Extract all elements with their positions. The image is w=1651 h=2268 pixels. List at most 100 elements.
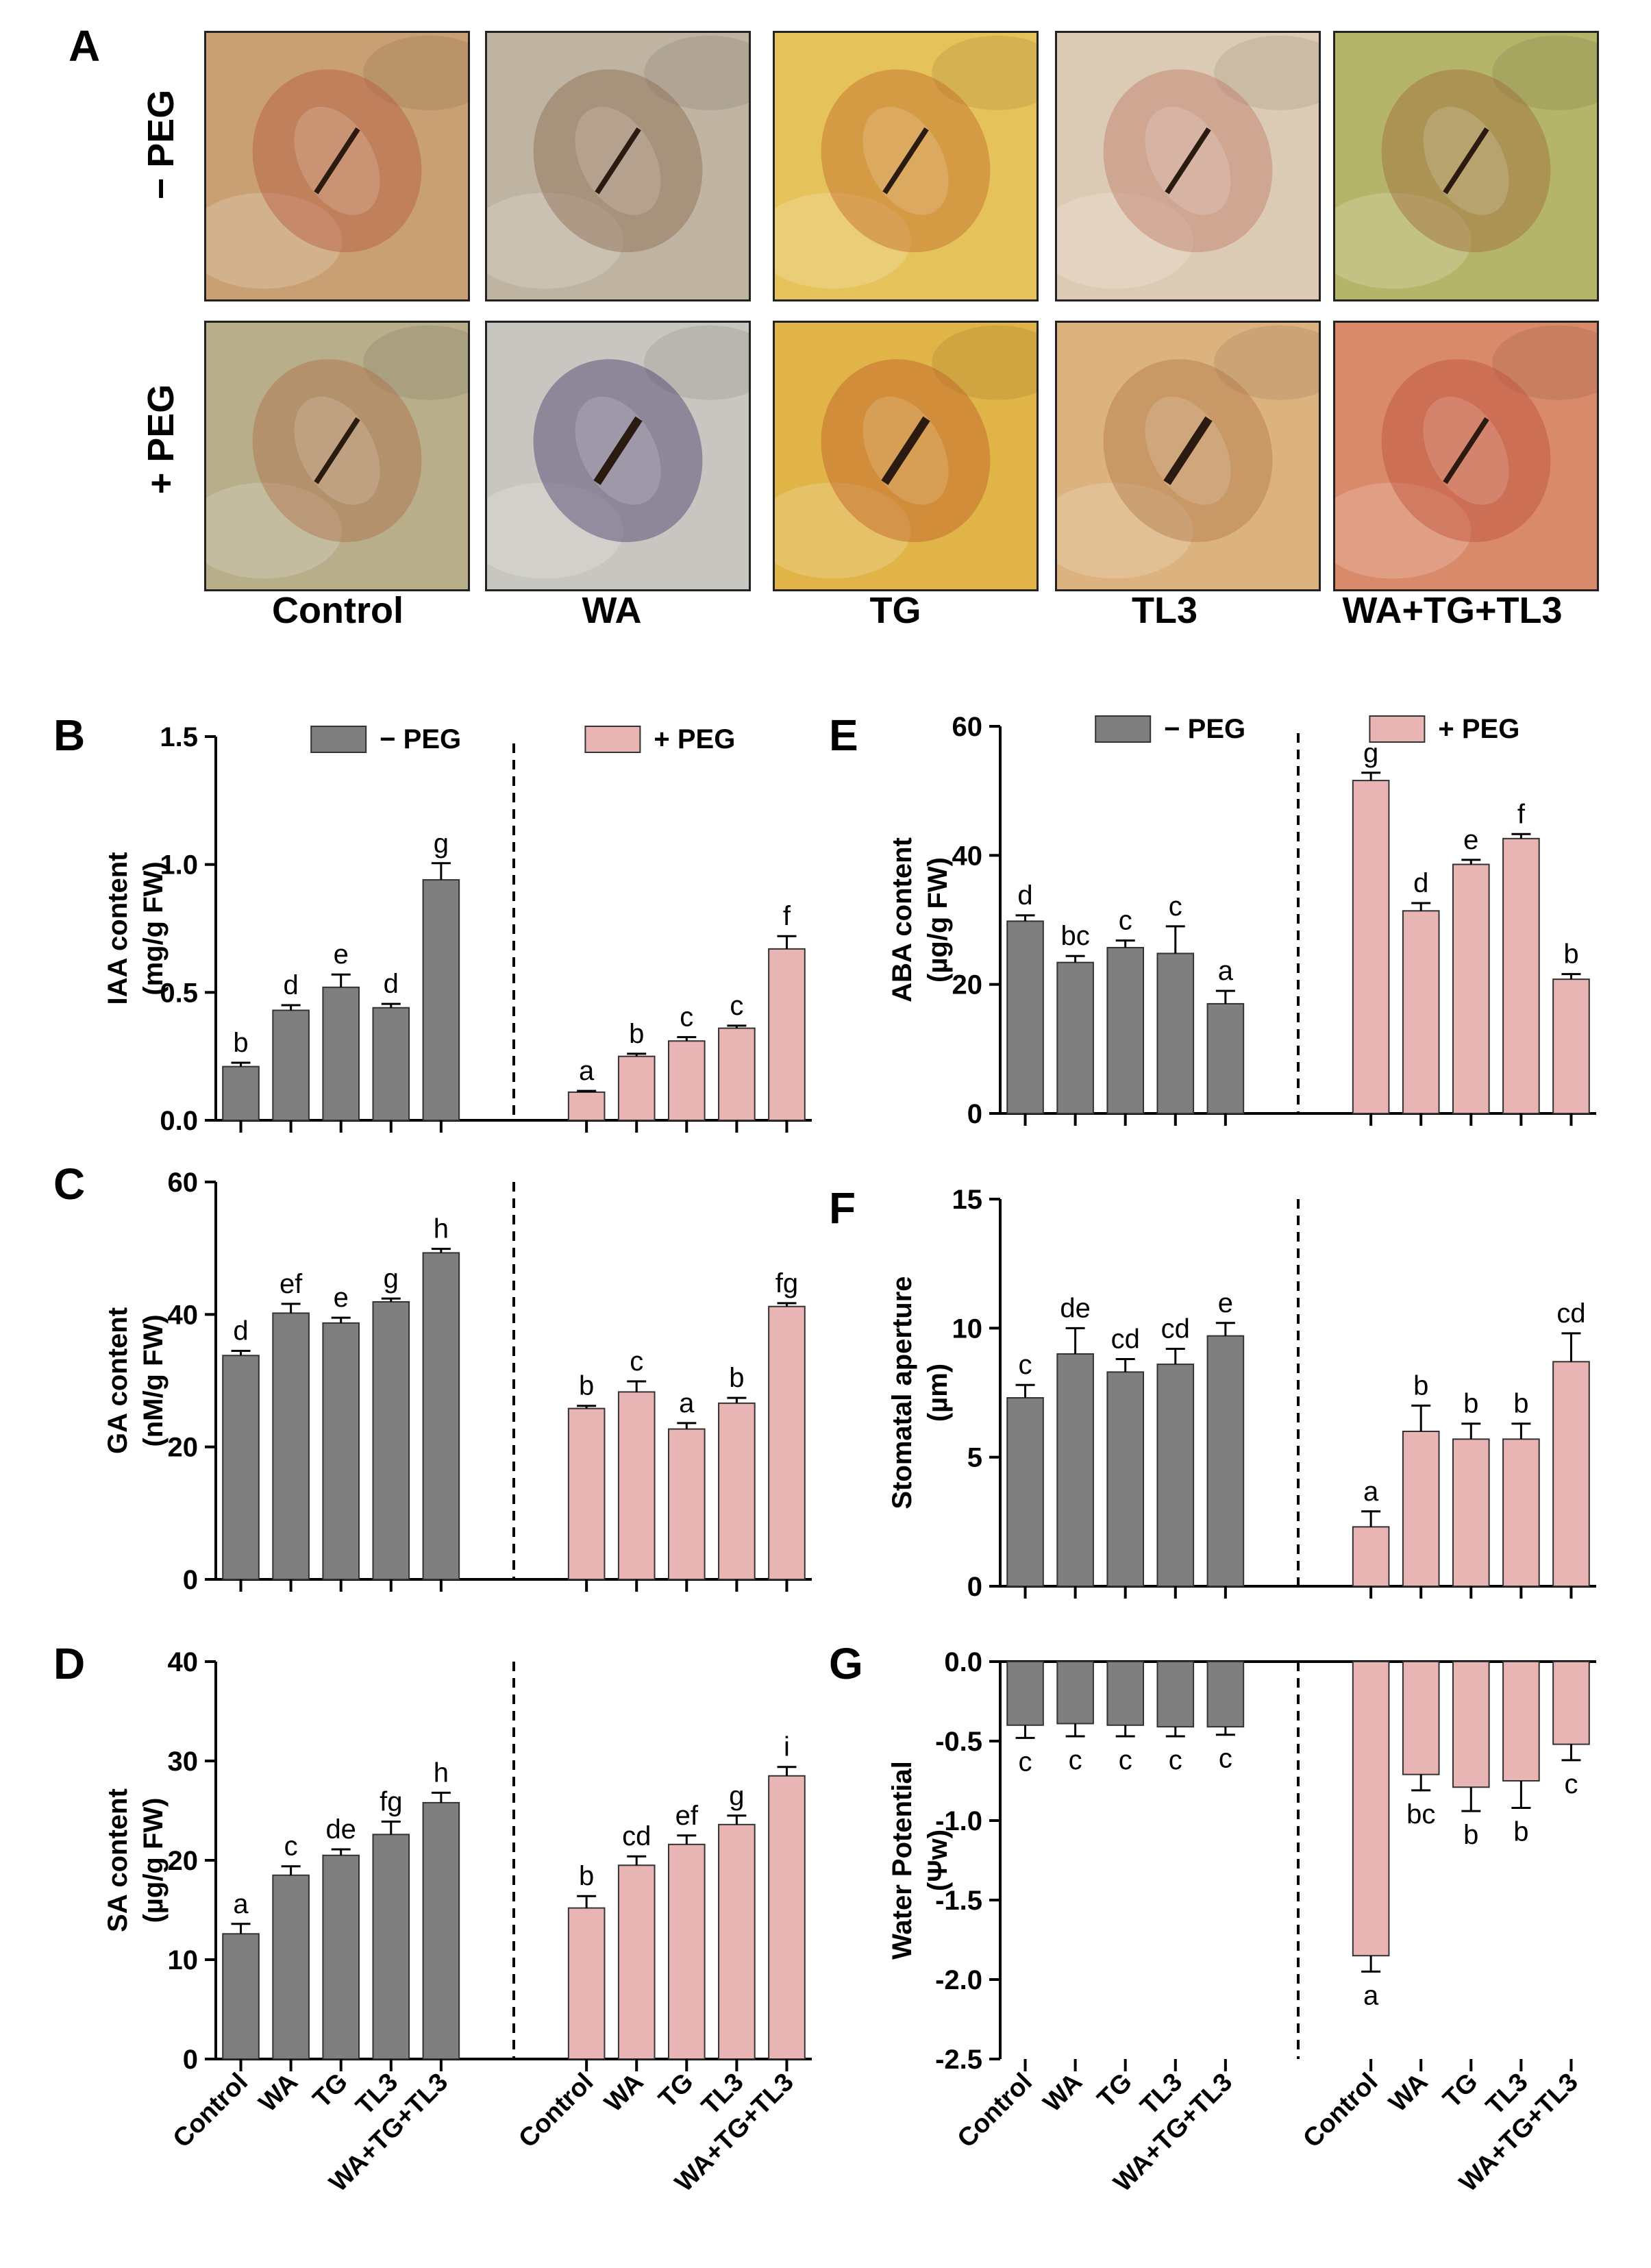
- micrograph-minus-peg-wa: [485, 31, 751, 301]
- panel-letter-e: E: [829, 711, 858, 760]
- y-tick-label-d-2: 20: [168, 1846, 199, 1876]
- y-axis-label-c-1: (nM/g FW): [138, 1314, 169, 1446]
- bar-g-minus-0: [1006, 1661, 1044, 1726]
- bar-c-minus-4: [422, 1252, 460, 1581]
- column-label-wa: WA: [582, 590, 642, 631]
- sig-letter-g-0-4: c: [1219, 1744, 1232, 1774]
- bar-c-plus-4: [768, 1305, 806, 1580]
- bar-b-minus-4: [422, 879, 460, 1121]
- bar-d-plus-1: [617, 1864, 656, 2060]
- sig-letter-c-0-0: d: [233, 1316, 248, 1346]
- sig-letter-d-1-4: i: [784, 1732, 790, 1762]
- bar-e-minus-4: [1206, 1002, 1245, 1114]
- bar-c-plus-1: [617, 1391, 656, 1581]
- sig-letter-f-0-2: cd: [1111, 1324, 1140, 1355]
- sig-letter-d-1-3: g: [729, 1781, 744, 1811]
- bar-c-minus-3: [372, 1301, 410, 1580]
- micrograph-plus-peg-wa: [485, 321, 751, 591]
- bar-c-minus-1: [272, 1312, 310, 1581]
- y-tick-label-e-3: 60: [952, 712, 983, 742]
- sig-letter-f-1-3: b: [1513, 1389, 1528, 1419]
- column-label-control: Control: [272, 590, 404, 631]
- bar-f-plus-3: [1502, 1438, 1540, 1588]
- bar-e-plus-0: [1352, 780, 1390, 1114]
- sig-letter-c-1-2: a: [679, 1388, 695, 1418]
- legend-label-plus-peg: + PEG: [654, 724, 735, 754]
- y-tick-label-e-0: 0: [967, 1099, 982, 1129]
- legend-swatch-plus-peg: [584, 726, 641, 753]
- micrograph-minus-peg-tg: [773, 31, 1039, 301]
- sig-letter-f-0-4: e: [1218, 1288, 1233, 1318]
- sig-letter-e-1-2: e: [1463, 825, 1478, 855]
- bar-e-plus-3: [1502, 837, 1540, 1114]
- bar-e-minus-0: [1006, 920, 1044, 1114]
- x-label-g-1-2: TG: [1438, 2068, 1484, 2114]
- stomata-illustration: [487, 323, 749, 589]
- stomata-illustration: [206, 33, 468, 299]
- panel-letter-g: G: [829, 1639, 863, 1688]
- x-label-d-0-2: TG: [308, 2068, 353, 2114]
- stomata-illustration: [775, 33, 1036, 299]
- bar-b-plus-3: [718, 1027, 756, 1121]
- y-tick-label-d-3: 30: [168, 1747, 199, 1777]
- y-tick-label-d-4: 40: [168, 1647, 199, 1677]
- sig-letter-c-1-4: fg: [775, 1268, 798, 1298]
- sig-letter-b-0-3: d: [384, 969, 399, 999]
- y-tick-label-c-0: 0: [183, 1565, 198, 1595]
- bar-c-minus-2: [322, 1322, 360, 1581]
- legend-swatch-minus-peg: [310, 726, 367, 753]
- y-tick-label-b-3: 1.5: [160, 722, 198, 752]
- sig-letter-d-1-2: ef: [675, 1801, 699, 1831]
- x-label-g-1-0: Control: [1298, 2068, 1383, 2154]
- y-tick-label-d-0: 0: [183, 2045, 198, 2075]
- y-tick-label-f-3: 15: [952, 1185, 983, 1215]
- bar-e-minus-3: [1156, 952, 1195, 1115]
- bar-g-plus-2: [1452, 1661, 1490, 1788]
- y-tick-label-c-2: 40: [168, 1300, 199, 1330]
- legend-label-minus-peg: − PEG: [1164, 714, 1245, 744]
- y-tick-label-g-3: -1.0: [935, 1806, 982, 1836]
- y-axis-label-d-0: SA content: [103, 1788, 133, 1932]
- panel-letter-b: B: [53, 711, 85, 760]
- bar-e-minus-2: [1106, 946, 1145, 1115]
- bar-e-plus-4: [1552, 978, 1590, 1114]
- sig-letter-e-0-1: bc: [1060, 921, 1089, 951]
- panel-letter-a: A: [69, 21, 101, 71]
- sig-letter-d-0-1: c: [284, 1832, 298, 1862]
- legend-swatch-minus-peg: [1095, 715, 1152, 743]
- sig-letter-e-1-4: b: [1563, 939, 1578, 970]
- y-axis-label-e-0: ABA content: [887, 837, 917, 1002]
- bar-g-plus-0: [1352, 1661, 1390, 1957]
- bar-d-minus-1: [272, 1874, 310, 2060]
- y-tick-label-d-1: 10: [168, 1945, 199, 1975]
- y-tick-label-f-0: 0: [967, 1572, 982, 1602]
- y-tick-label-g-5: 0.0: [944, 1647, 982, 1677]
- sig-letter-e-1-3: f: [1517, 799, 1526, 829]
- sig-letter-e-0-4: a: [1218, 956, 1234, 986]
- x-label-g-0-1: WA: [1038, 2068, 1088, 2118]
- sig-letter-b-0-2: e: [334, 939, 349, 970]
- sig-letter-f-1-1: b: [1413, 1370, 1428, 1401]
- bar-d-plus-3: [718, 1823, 756, 2060]
- panel-letter-c: C: [53, 1159, 85, 1209]
- y-tick-label-b-0: 0.0: [160, 1106, 198, 1136]
- bar-f-minus-1: [1056, 1353, 1094, 1587]
- sig-letter-c-0-3: g: [384, 1264, 399, 1294]
- x-label-d-1-2: TG: [654, 2068, 699, 2114]
- sig-letter-c-0-2: e: [334, 1283, 349, 1313]
- bar-g-minus-3: [1156, 1661, 1195, 1728]
- sig-letter-g-0-1: c: [1069, 1745, 1082, 1775]
- sig-letter-e-1-0: g: [1363, 738, 1378, 768]
- bar-e-plus-1: [1402, 910, 1440, 1114]
- sig-letter-f-1-2: b: [1463, 1389, 1478, 1419]
- sig-letter-e-1-1: d: [1413, 868, 1428, 898]
- bar-f-plus-2: [1452, 1438, 1490, 1588]
- bar-b-minus-0: [222, 1065, 260, 1121]
- bar-d-plus-0: [567, 1907, 606, 2060]
- sig-letter-b-1-1: b: [629, 1019, 644, 1049]
- column-label-combo: WA+TG+TL3: [1342, 590, 1563, 631]
- x-label-d-1-1: WA: [599, 2068, 649, 2118]
- sig-letter-f-0-3: cd: [1161, 1314, 1190, 1344]
- sig-letter-f-1-0: a: [1363, 1477, 1379, 1507]
